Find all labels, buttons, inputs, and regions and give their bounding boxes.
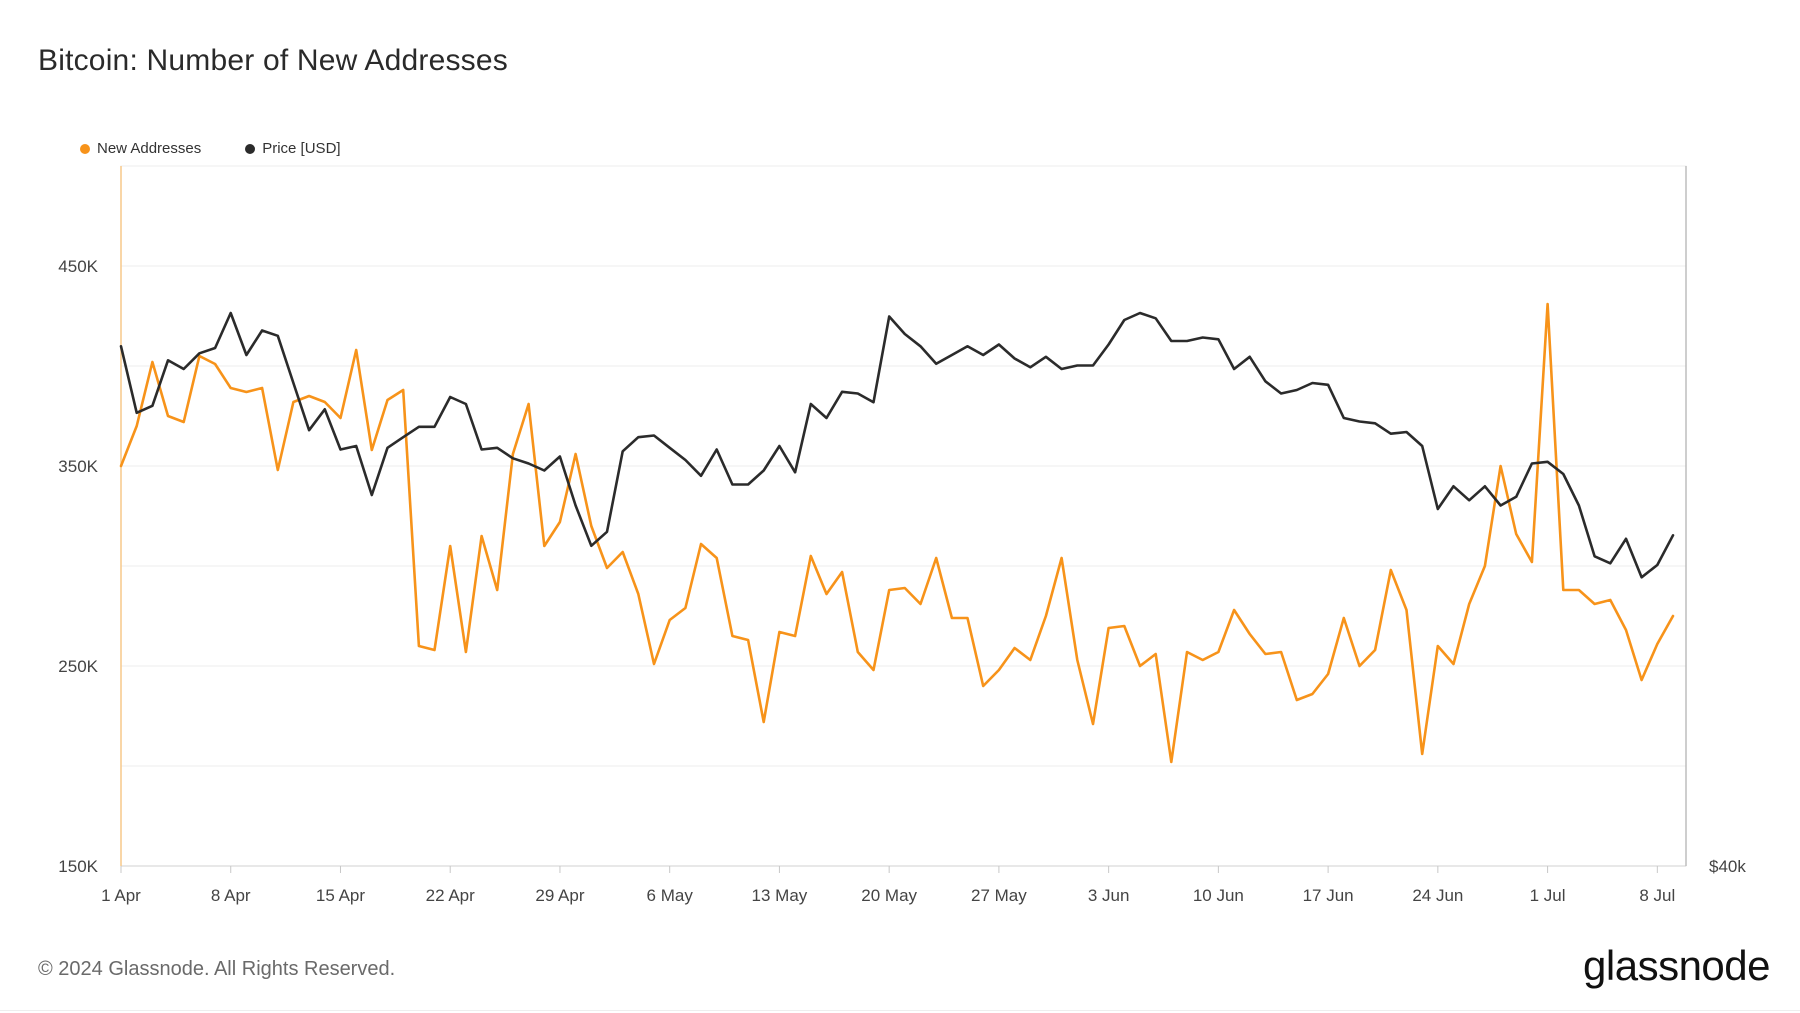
glassnode-logo: glassnode: [1583, 942, 1770, 989]
chart-title: Bitcoin: Number of New Addresses: [38, 44, 508, 77]
series-line-price: [119, 311, 1675, 579]
x-tick-label: 17 Jun: [1303, 886, 1354, 905]
x-tick-label: 20 May: [861, 886, 917, 905]
x-tick-label: 24 Jun: [1412, 886, 1463, 905]
x-tick-label: 29 Apr: [535, 886, 584, 905]
x-tick-label: 8 Jul: [1639, 886, 1675, 905]
legend-label-price: Price [USD]: [262, 140, 341, 157]
y-left-tick-label: 250K: [58, 657, 98, 676]
legend-dot-price: [245, 143, 256, 154]
series-line-new-addresses: [119, 302, 1675, 764]
copyright-text: © 2024 Glassnode. All Rights Reserved.: [38, 958, 396, 980]
legend-dot-new-addresses: [80, 143, 90, 154]
x-tick-label: 22 Apr: [426, 886, 475, 905]
x-tick-label: 6 May: [647, 886, 694, 905]
y-left-tick-label: 150K: [58, 857, 98, 876]
x-tick-label: 1 Jul: [1530, 886, 1566, 905]
x-tick-label: 13 May: [752, 886, 808, 905]
y-left-tick-label: 350K: [58, 457, 98, 476]
plot-frame: [120, 165, 1687, 867]
x-tick-label: 3 Jun: [1088, 886, 1130, 905]
legend-label-new-addresses: New Addresses: [97, 140, 202, 157]
x-tick-label: 8 Apr: [211, 886, 251, 905]
legend-item-new-addresses[interactable]: New Addresses: [80, 140, 201, 157]
bottom-divider: [0, 1010, 1800, 1011]
legend-item-price[interactable]: Price [USD]: [245, 140, 341, 157]
x-tick-label: 1 Apr: [101, 886, 141, 905]
y-left-tick-label: 450K: [58, 257, 98, 276]
x-tick-label: 27 May: [971, 886, 1027, 905]
y-right-tick-label: $40k: [1709, 857, 1746, 876]
x-tick-label: 15 Apr: [316, 886, 365, 905]
chart-legend: New Addresses Price [USD]: [80, 140, 341, 157]
x-tick-label: 10 Jun: [1193, 886, 1244, 905]
